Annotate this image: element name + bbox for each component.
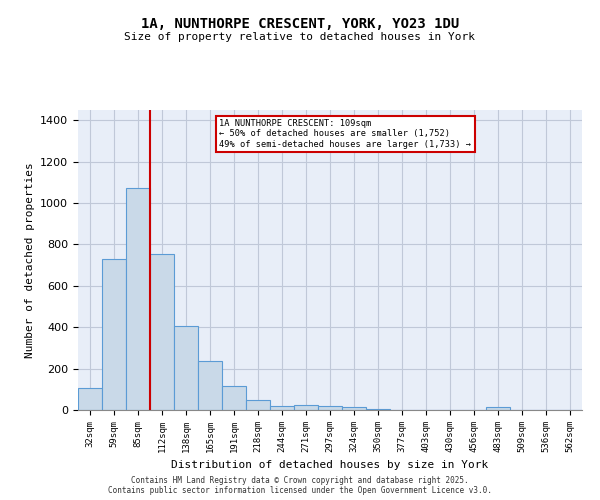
Bar <box>174 326 198 410</box>
Bar <box>294 405 318 410</box>
Bar <box>102 259 126 410</box>
X-axis label: Distribution of detached houses by size in York: Distribution of detached houses by size … <box>172 460 488 470</box>
Bar <box>486 408 510 410</box>
Bar <box>366 409 390 410</box>
Bar <box>318 406 342 410</box>
Bar <box>246 400 270 410</box>
Bar <box>78 388 102 410</box>
Bar <box>222 386 246 410</box>
Text: 1A NUNTHORPE CRESCENT: 109sqm
← 50% of detached houses are smaller (1,752)
49% o: 1A NUNTHORPE CRESCENT: 109sqm ← 50% of d… <box>219 119 471 149</box>
Bar <box>342 407 366 410</box>
Text: Size of property relative to detached houses in York: Size of property relative to detached ho… <box>125 32 476 42</box>
Bar <box>270 406 294 410</box>
Text: 1A, NUNTHORPE CRESCENT, YORK, YO23 1DU: 1A, NUNTHORPE CRESCENT, YORK, YO23 1DU <box>141 18 459 32</box>
Bar <box>150 254 174 410</box>
Bar <box>126 188 150 410</box>
Text: Contains HM Land Registry data © Crown copyright and database right 2025.
Contai: Contains HM Land Registry data © Crown c… <box>108 476 492 495</box>
Bar <box>198 361 222 410</box>
Y-axis label: Number of detached properties: Number of detached properties <box>25 162 35 358</box>
